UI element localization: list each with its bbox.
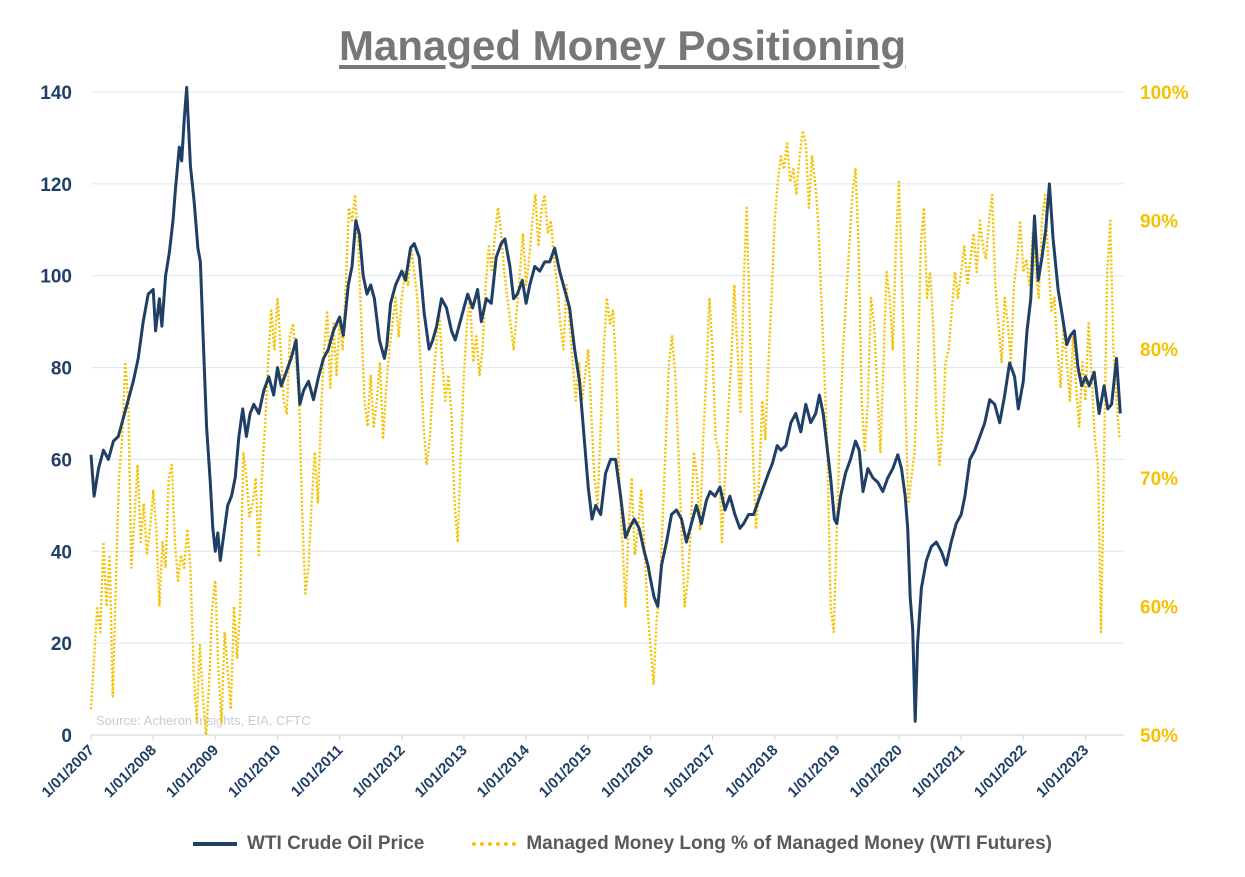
x-tick-label: 1/01/2020 xyxy=(847,742,906,801)
legend: WTI Crude Oil Price Managed Money Long %… xyxy=(0,833,1245,855)
legend-item-managed-money: Managed Money Long % of Managed Money (W… xyxy=(472,833,1052,855)
x-tick-label: 1/01/2019 xyxy=(784,742,843,801)
series-line-wti xyxy=(89,85,1122,723)
x-tick-label: 1/01/2016 xyxy=(598,742,657,801)
x-tick-label: 1/01/2021 xyxy=(909,742,968,801)
x-tick-label: 1/01/2023 xyxy=(1033,742,1092,801)
x-tick-label: 1/01/2015 xyxy=(536,742,595,801)
x-tick-label: 1/01/2010 xyxy=(225,742,284,801)
y-left-tick-label: 60 xyxy=(51,450,72,471)
y-left-tick-label: 100 xyxy=(40,267,72,288)
y-right-tick-label: 60% xyxy=(1140,597,1178,618)
x-tick-label: 1/01/2007 xyxy=(39,742,98,801)
series-lines xyxy=(89,85,1122,737)
series-line-managed-money xyxy=(89,129,1121,737)
x-axis: 1/01/2007 1/01/2008 1/01/2009 1/01/2010 1/01… xyxy=(39,735,1092,801)
chart-title: Managed Money Positioning xyxy=(338,22,907,69)
x-tick-label: 1/01/2008 xyxy=(101,742,160,801)
right-axis: 50% 60% 70% 80% 90% 100% xyxy=(1140,83,1189,747)
x-tick-label: 1/01/2011 xyxy=(288,742,347,801)
y-right-tick-label: 50% xyxy=(1140,726,1178,747)
y-right-tick-label: 70% xyxy=(1140,469,1178,490)
y-left-tick-label: 140 xyxy=(40,83,72,104)
legend-item-wti: WTI Crude Oil Price xyxy=(192,833,425,855)
y-left-tick-label: 0 xyxy=(61,726,72,747)
legend-swatch-wti xyxy=(192,842,237,846)
y-right-tick-label: 100% xyxy=(1140,83,1189,104)
left-axis: 0 20 40 60 80 100 120 140 xyxy=(40,83,72,747)
legend-label-managed-money: Managed Money Long % of Managed Money (W… xyxy=(526,833,1053,854)
x-tick-label: 1/01/2018 xyxy=(722,742,781,801)
source-note: Source: Acheron Insights, EIA, CFTC xyxy=(96,713,311,728)
y-left-tick-label: 80 xyxy=(51,359,72,380)
y-right-tick-label: 90% xyxy=(1140,212,1178,233)
y-right-tick-label: 80% xyxy=(1140,340,1178,361)
x-tick-label: 1/01/2014 xyxy=(474,741,534,801)
gridlines xyxy=(91,91,1124,736)
legend-label-wti: WTI Crude Oil Price xyxy=(246,833,425,854)
legend-swatch-managed-money xyxy=(472,842,517,846)
y-left-tick-label: 20 xyxy=(51,634,72,655)
x-tick-label: 1/01/2013 xyxy=(412,742,471,801)
x-tick-label: 1/01/2022 xyxy=(971,742,1030,801)
x-tick-label: 1/01/2009 xyxy=(163,742,222,801)
x-tick-label: 1/01/2017 xyxy=(660,742,719,801)
y-left-tick-label: 40 xyxy=(51,542,72,563)
y-left-tick-label: 120 xyxy=(40,175,72,196)
x-tick-label: 1/01/2012 xyxy=(349,742,408,801)
